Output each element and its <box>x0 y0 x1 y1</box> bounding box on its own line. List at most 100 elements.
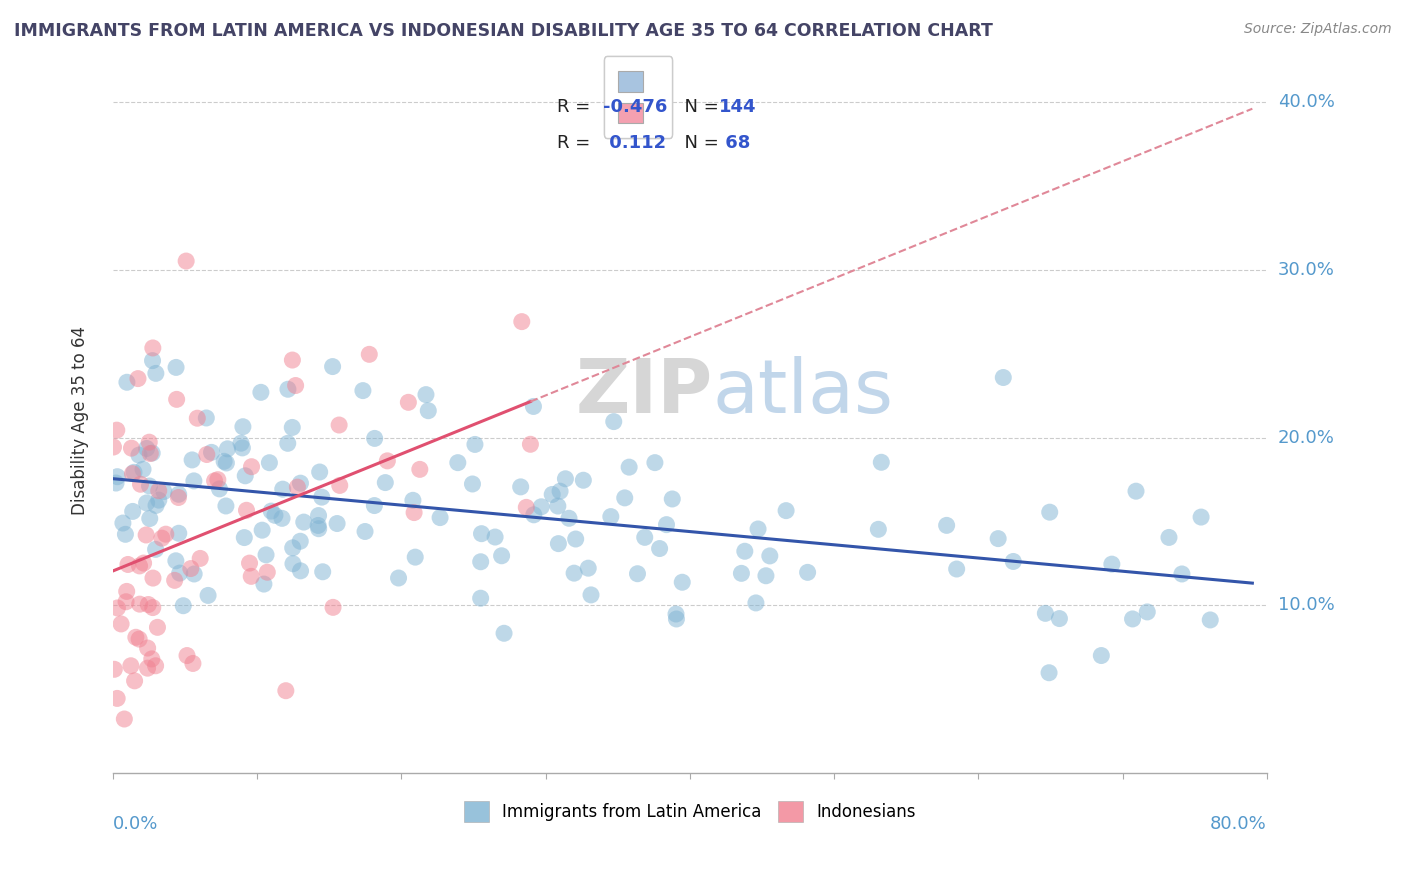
Point <box>626 566 648 581</box>
Point <box>548 484 571 499</box>
Point <box>665 612 688 626</box>
Point <box>136 661 159 675</box>
Point <box>655 517 678 532</box>
Point <box>141 353 163 368</box>
Point <box>322 359 344 374</box>
Point <box>402 493 425 508</box>
Point <box>1002 554 1025 568</box>
Point <box>644 456 666 470</box>
Point <box>284 378 307 392</box>
Point <box>180 561 202 575</box>
Point <box>264 508 287 523</box>
Point <box>290 564 312 578</box>
Point <box>132 462 155 476</box>
Point <box>387 571 409 585</box>
Point <box>121 467 143 481</box>
Point <box>775 503 797 517</box>
Point <box>215 499 238 513</box>
Point <box>176 648 198 663</box>
Point <box>363 431 385 445</box>
Point <box>515 500 537 515</box>
Point <box>122 465 145 479</box>
Y-axis label: Disability Age 35 to 64: Disability Age 35 to 64 <box>72 326 89 516</box>
Text: 40.0%: 40.0% <box>1278 93 1334 112</box>
Point <box>166 392 188 407</box>
Point <box>197 589 219 603</box>
Point <box>233 468 256 483</box>
Point <box>259 456 281 470</box>
Point <box>153 484 176 499</box>
Point <box>110 616 132 631</box>
Point <box>352 384 374 398</box>
Point <box>135 528 157 542</box>
Point <box>281 420 304 434</box>
Text: 0.112: 0.112 <box>603 134 666 152</box>
Point <box>308 522 330 536</box>
Point <box>229 436 252 450</box>
Point <box>217 442 239 456</box>
Point <box>250 385 273 400</box>
Point <box>1125 484 1147 499</box>
Point <box>215 456 238 470</box>
Point <box>868 522 890 536</box>
Point <box>139 511 162 525</box>
Point <box>1157 530 1180 544</box>
Point <box>1136 605 1159 619</box>
Point <box>415 387 437 401</box>
Point <box>165 554 187 568</box>
Point <box>281 541 304 555</box>
Point <box>163 574 186 588</box>
Point <box>167 487 190 501</box>
Point <box>1090 648 1112 663</box>
Text: 144: 144 <box>718 98 756 116</box>
Point <box>523 508 546 522</box>
Point <box>418 403 440 417</box>
Point <box>128 632 150 646</box>
Point <box>124 673 146 688</box>
Point <box>117 558 139 572</box>
Point <box>292 515 315 529</box>
Text: Source: ZipAtlas.com: Source: ZipAtlas.com <box>1244 22 1392 37</box>
Point <box>329 478 352 492</box>
Point <box>281 353 304 368</box>
Point <box>734 544 756 558</box>
Point <box>105 691 128 706</box>
Point <box>564 532 586 546</box>
Point <box>115 584 138 599</box>
Point <box>617 460 640 475</box>
Point <box>377 454 399 468</box>
Point <box>212 454 235 468</box>
Point <box>579 588 602 602</box>
Point <box>195 411 218 425</box>
Text: IMMIGRANTS FROM LATIN AMERICA VS INDONESIAN DISABILITY AGE 35 TO 64 CORRELATION : IMMIGRANTS FROM LATIN AMERICA VS INDONES… <box>14 22 993 40</box>
Point <box>183 566 205 581</box>
Point <box>510 315 533 329</box>
Point <box>326 516 349 531</box>
Text: R =: R = <box>557 134 596 152</box>
Text: -0.476: -0.476 <box>603 98 668 116</box>
Point <box>231 441 253 455</box>
Point <box>648 541 671 556</box>
Point <box>404 506 426 520</box>
Point <box>233 531 256 545</box>
Point <box>281 557 304 571</box>
Point <box>142 341 165 355</box>
Point <box>359 347 381 361</box>
Point <box>172 599 194 613</box>
Legend: Immigrants from Latin America, Indonesians: Immigrants from Latin America, Indonesia… <box>457 795 922 829</box>
Point <box>464 437 486 451</box>
Text: 30.0%: 30.0% <box>1278 260 1334 279</box>
Point <box>1033 607 1056 621</box>
Point <box>114 527 136 541</box>
Point <box>671 575 693 590</box>
Point <box>429 510 451 524</box>
Point <box>530 500 553 514</box>
Point <box>287 480 309 494</box>
Point <box>277 436 299 450</box>
Point <box>1049 611 1071 625</box>
Text: atlas: atlas <box>713 356 894 429</box>
Text: 20.0%: 20.0% <box>1278 429 1334 447</box>
Point <box>188 551 211 566</box>
Point <box>409 462 432 476</box>
Point <box>145 542 167 557</box>
